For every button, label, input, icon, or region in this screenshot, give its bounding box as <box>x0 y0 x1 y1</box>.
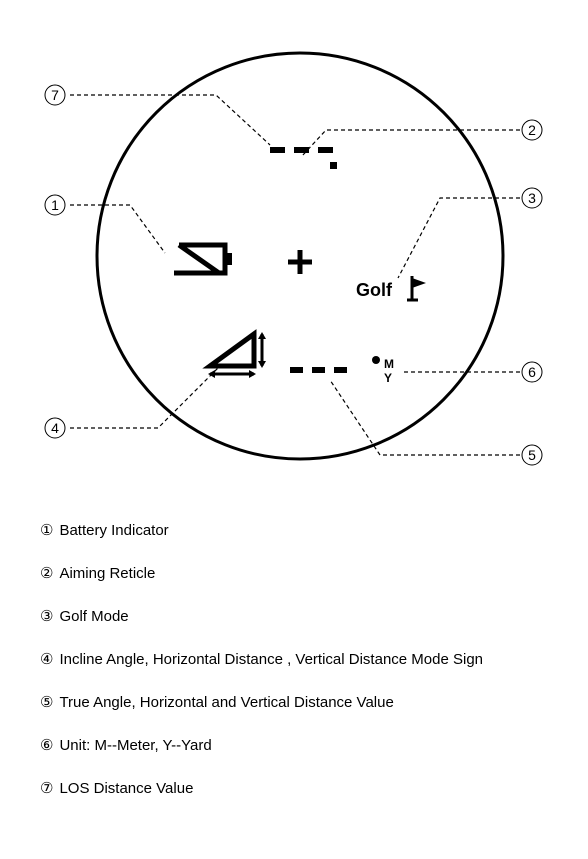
callout-number: 7 <box>51 87 59 103</box>
callout-number: 1 <box>51 197 59 213</box>
unit-dot-icon <box>372 356 380 364</box>
legend-item-number: ⑦ <box>40 778 53 799</box>
legend-item-number: ② <box>40 563 53 584</box>
legend-item-number: ③ <box>40 606 53 627</box>
legend-item-3: ③ Golf Mode <box>40 606 560 627</box>
los-decimal-icon <box>330 162 337 169</box>
unit-y-label: Y <box>384 371 392 385</box>
legend-item-5: ⑤ True Angle, Horizontal and Vertical Dis… <box>40 692 560 713</box>
legend-item-4: ④ Incline Angle, Horizontal Distance , Ve… <box>40 649 560 670</box>
legend-item-text: True Angle, Horizontal and Vertical Dist… <box>59 694 393 711</box>
legend-item-1: ① Battery Indicator <box>40 520 560 541</box>
callout-number: 2 <box>528 122 536 138</box>
legend-item-text: Unit: M--Meter, Y--Yard <box>59 737 211 754</box>
legend-item-2: ② Aiming Reticle <box>40 563 560 584</box>
callout-number: 5 <box>528 447 536 463</box>
callout-number: 4 <box>51 420 59 436</box>
legend-item-text: Incline Angle, Horizontal Distance , Ver… <box>59 651 483 668</box>
legend-item-text: Battery Indicator <box>59 522 168 539</box>
callout-number: 3 <box>528 190 536 206</box>
viewfinder-diagram: Golf MY 1 2 3 4 5 6 7 <box>0 0 588 510</box>
golf-mode-label: Golf <box>356 280 393 300</box>
legend-item-text: Aiming Reticle <box>59 565 155 582</box>
legend-item-text: Golf Mode <box>59 608 128 625</box>
legend-item-7: ⑦ LOS Distance Value <box>40 778 560 799</box>
legend: ① Battery Indicator ② Aiming Reticle ③ Golf M… <box>40 520 560 821</box>
unit-m-label: M <box>384 357 394 371</box>
legend-item-6: ⑥ Unit: M--Meter, Y--Yard <box>40 735 560 756</box>
battery-nub-icon <box>225 253 232 265</box>
callout-number: 6 <box>528 364 536 380</box>
legend-item-text: LOS Distance Value <box>59 780 193 797</box>
legend-item-number: ⑤ <box>40 692 53 713</box>
legend-item-number: ④ <box>40 649 53 670</box>
legend-item-number: ⑥ <box>40 735 53 756</box>
legend-item-number: ① <box>40 520 53 541</box>
